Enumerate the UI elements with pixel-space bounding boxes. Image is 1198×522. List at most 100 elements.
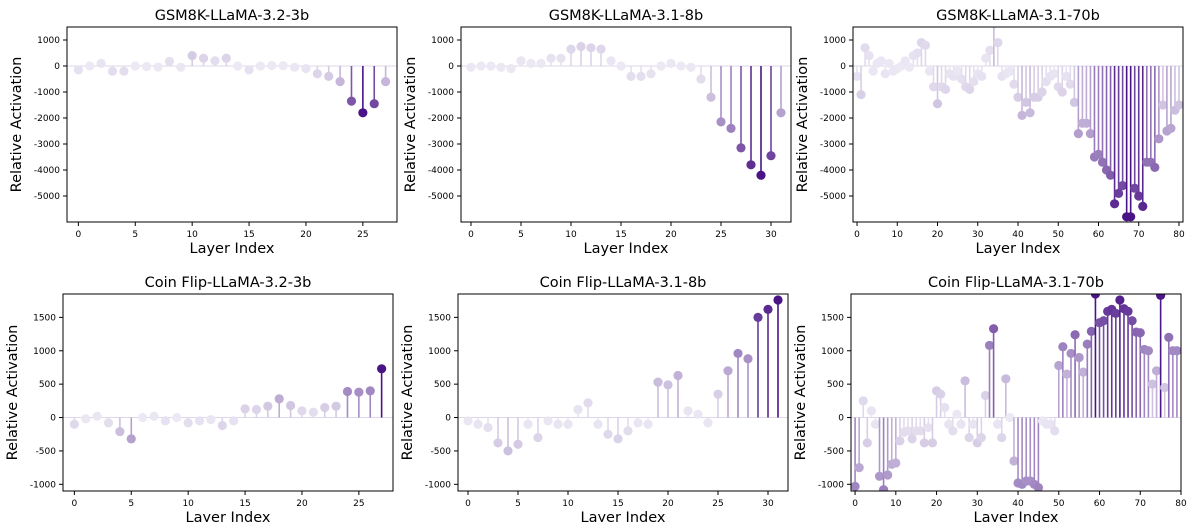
stem-marker [1111,308,1121,318]
y-tick-label: 1000 [431,36,454,46]
y-tick-label: 0 [50,414,56,424]
stem-marker [153,62,163,72]
stem-marker [576,41,586,52]
plot-area [461,41,791,180]
y-axis-label: Relative Activation [795,57,811,193]
stem-marker [1009,456,1019,466]
stem-marker [1062,369,1072,379]
stem-marker [981,53,991,63]
x-tick-label: 30 [765,230,777,240]
axes-frame [852,26,1184,223]
stem-marker [968,419,978,429]
stem-marker [1013,92,1023,102]
axes-frame [62,293,394,492]
stem-marker [948,426,958,436]
stem-marker [221,53,231,63]
stem-marker [743,354,753,364]
stem-marker [1070,330,1080,340]
y-axis-label: Relative Activation [403,57,419,193]
stem-marker [891,458,901,468]
stem-marker [1143,346,1154,356]
x-tick-label: 10 [186,230,198,240]
chart-panel-4: 0 5 10 15 20 25 30 -1000 -500 0 500 1000 1500 Coin Fl… [400,275,789,522]
stem-marker [466,62,476,72]
stem-marker [1118,181,1128,191]
chart-title: GSM8K-LLaMA-3.2-3b [155,8,310,24]
stem-marker [263,401,273,411]
stem-marker [496,62,506,72]
stem-marker [308,407,318,417]
stem-marker [493,438,503,448]
stem-marker [115,426,125,437]
x-tick-label: 80 [1175,499,1187,509]
stem-marker [923,422,934,433]
axes-frame [66,26,398,223]
x-tick-label: 10 [562,499,574,509]
y-tick-label: -1000 [30,480,56,490]
x-tick-label: 25 [353,499,364,509]
stem-marker [927,438,938,448]
stem-marker [506,64,516,74]
stem-marker [130,61,140,71]
x-tick-label: 20 [665,230,677,240]
stem-marker [870,419,881,429]
stem-marker [613,434,623,444]
y-tick-label: -3000 [820,140,846,150]
stem-marker [753,312,763,322]
stem-marker [673,370,683,381]
stem-marker [960,376,970,386]
stem-marker [289,62,300,72]
stem-marker [164,56,175,66]
stem-marker [1078,367,1088,377]
stem-marker [1065,79,1075,89]
stem-marker [358,108,368,118]
x-tick-label: 15 [243,230,254,240]
stem-marker [523,419,533,429]
stem-marker [883,470,893,480]
stem-marker [346,96,357,106]
stem-marker [854,463,864,473]
stem-marker [993,38,1003,48]
x-tick-label: 20 [931,499,943,509]
stem-marker [149,411,159,421]
plot-area [63,364,393,444]
stem-marker [683,406,693,416]
stem-marker [126,434,136,444]
x-tick-label: 0 [852,499,858,509]
x-tick-label: 0 [854,230,860,240]
stem-marker [964,432,974,443]
stem-marker [851,481,860,491]
stem-marker [636,71,646,81]
y-tick-label: -4000 [820,166,846,176]
stem-marker [1126,212,1136,222]
x-tick-label: 10 [890,499,902,509]
stem-marker [876,56,886,66]
stem-marker [904,62,914,72]
stem-marker [776,108,786,118]
stem-marker [907,434,917,444]
stem-marker [297,406,307,416]
x-tick-label: 20 [300,230,312,240]
stem-marker [623,426,633,436]
stem-marker [940,402,950,413]
stem-marker [676,61,686,71]
stem-marker [663,380,673,390]
axes-frame [850,293,1182,492]
chart-panel-0: 0 5 10 15 20 25 -5000 -4000 -3000 -2000 -1000 0 1000… [9,8,398,257]
stem-marker [633,418,643,428]
chart-panel-5: 0 10 20 30 40 50 60 70 80 -1000 -500 0 500 1000 1500 Co… [793,275,1187,522]
y-tick-label: -1000 [818,480,844,490]
stem-marker [1061,71,1071,81]
chart-panel-1: 0 5 10 15 20 25 30 -5000 -4000 -3000 -2000 -1000 0 10… [403,8,792,257]
x-tick-label: 70 [1135,499,1147,509]
y-tick-label: 1000 [33,347,56,357]
stem-marker [301,64,311,74]
stem-marker [533,432,543,443]
x-tick-label: 25 [357,230,368,240]
stem-marker [1082,339,1092,349]
y-tick-label: 1000 [428,347,451,357]
stem-marker [324,71,334,81]
stem-marker [198,53,209,63]
y-tick-label: 500 [39,380,56,390]
stem-marker [483,422,493,433]
